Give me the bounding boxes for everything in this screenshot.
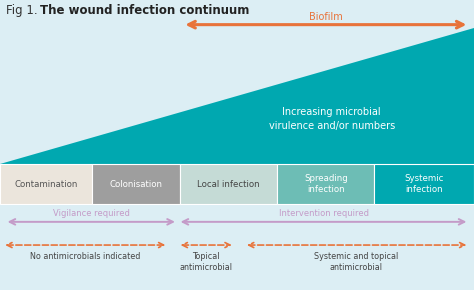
Text: Vigilance required: Vigilance required [53,209,130,218]
Text: Colonisation: Colonisation [110,180,163,189]
Text: Topical
antimicrobial: Topical antimicrobial [180,252,233,272]
Text: Biofilm: Biofilm [309,12,343,22]
Bar [180,164,277,204]
Text: Local infection: Local infection [197,180,260,189]
Text: Systemic and topical
antimicrobial: Systemic and topical antimicrobial [314,252,399,272]
Bar [0,164,92,204]
Text: Increasing microbial
virulence and/or numbers: Increasing microbial virulence and/or nu… [269,107,395,131]
Text: The wound infection continuum: The wound infection continuum [40,4,250,17]
Bar [374,164,474,204]
Bar [277,164,374,204]
Polygon shape [0,28,474,164]
Text: Intervention required: Intervention required [279,209,368,218]
Text: Fig 1.: Fig 1. [6,4,41,17]
Text: Contamination: Contamination [15,180,78,189]
Text: No antimicrobials indicated: No antimicrobials indicated [30,252,140,261]
Text: Spreading
infection: Spreading infection [304,174,348,194]
Text: Systemic
infection: Systemic infection [404,174,444,194]
Bar [92,164,180,204]
